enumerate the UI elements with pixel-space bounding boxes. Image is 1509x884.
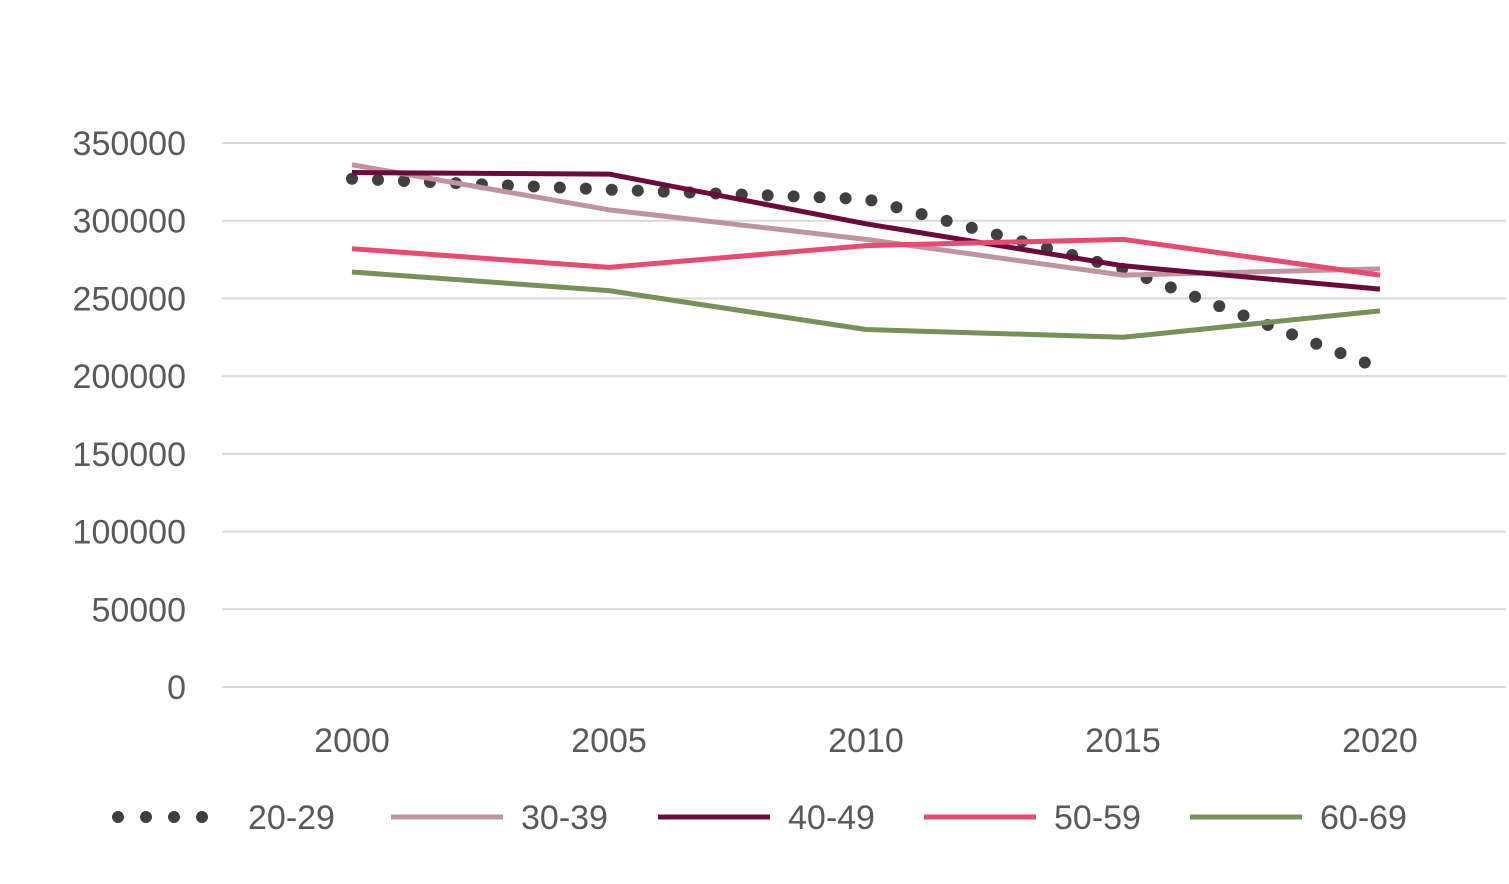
gridlines xyxy=(222,142,1506,688)
legend-item-30-39: 30-39 xyxy=(391,799,608,837)
legend-label: 20-29 xyxy=(248,799,335,837)
y-tick-label: 200000 xyxy=(73,358,186,396)
series-line-50-59 xyxy=(351,236,1381,278)
x-tick-label: 2000 xyxy=(314,722,390,760)
x-axis-ticks: 2000 2005 2010 2015 2020 xyxy=(314,722,1418,760)
y-tick-label: 150000 xyxy=(73,436,186,474)
series-lines xyxy=(346,162,1386,375)
legend-label: 60-69 xyxy=(1320,799,1407,837)
x-tick-label: 2005 xyxy=(571,722,647,760)
legend-item-40-49: 40-49 xyxy=(658,799,875,837)
y-tick-label: 250000 xyxy=(73,280,186,318)
x-tick-label: 2015 xyxy=(1085,722,1161,760)
y-tick-label: 300000 xyxy=(73,203,186,241)
legend-item-20-29: 20-29 xyxy=(112,799,335,837)
series-line-60-69 xyxy=(351,269,1381,340)
y-tick-label: 350000 xyxy=(73,125,186,163)
legend-label: 30-39 xyxy=(521,799,608,837)
legend: 20-29 30-39 40-49 50-59 60-69 xyxy=(112,799,1407,837)
x-tick-label: 2010 xyxy=(828,722,904,760)
y-tick-label: 0 xyxy=(167,669,186,707)
y-tick-label: 50000 xyxy=(91,591,186,629)
legend-label: 50-59 xyxy=(1054,799,1141,837)
series-line-20-29 xyxy=(346,172,1386,375)
legend-item-60-69: 60-69 xyxy=(1190,799,1407,837)
legend-label: 40-49 xyxy=(788,799,875,837)
legend-item-50-59: 50-59 xyxy=(924,799,1141,837)
y-axis-ticks: 0 50000 100000 150000 200000 250000 300000 3500… xyxy=(73,125,186,707)
series-line-40-49 xyxy=(351,170,1381,292)
y-tick-label: 100000 xyxy=(73,514,186,552)
x-tick-label: 2020 xyxy=(1342,722,1418,760)
